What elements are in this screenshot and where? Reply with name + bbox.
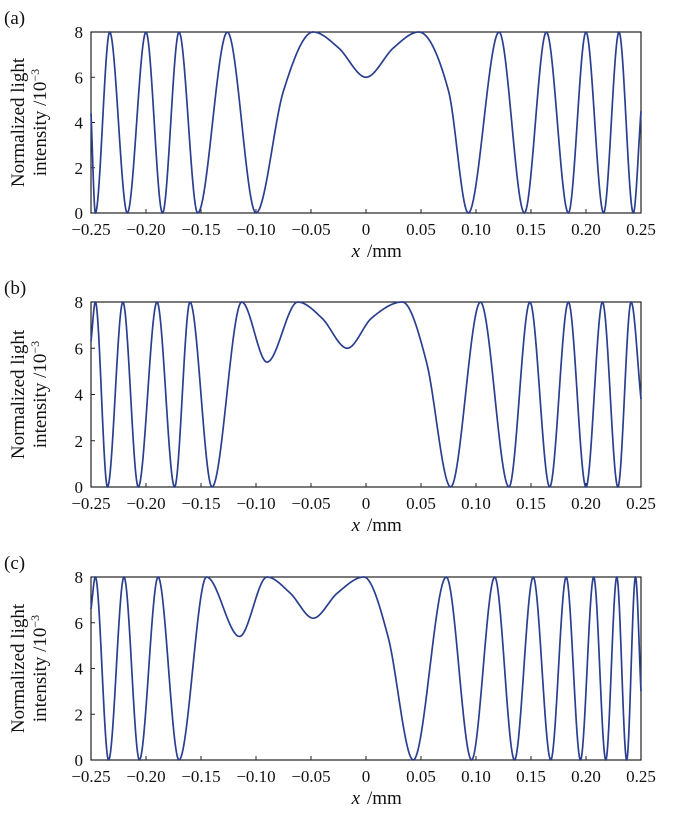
y-tick-label: 0	[75, 204, 84, 223]
x-tick-label: 0.15	[516, 494, 546, 513]
x-tick-label: −0.10	[236, 767, 275, 786]
y-tick-label: 6	[75, 339, 84, 358]
x-tick-label: −0.15	[181, 767, 220, 786]
y-tick-label: 6	[75, 614, 84, 633]
intensity-curve	[90, 301, 642, 488]
x-tick-label: −0.15	[181, 494, 220, 513]
x-tick-label: 0.15	[516, 220, 546, 239]
y-tick-label: 4	[75, 386, 84, 405]
y-tick-label: 6	[75, 68, 84, 87]
y-axis-title-line1: Normalized light	[8, 329, 29, 459]
x-tick-label: −0.10	[236, 494, 275, 513]
x-tick-label: 0.20	[571, 767, 601, 786]
x-tick-label: 0	[362, 494, 371, 513]
x-tick-label: −0.05	[291, 767, 330, 786]
y-tick-label: 4	[75, 114, 84, 133]
x-tick-label: 0.25	[626, 767, 656, 786]
y-tick-label: 0	[75, 478, 84, 497]
x-axis-unit: /mm	[367, 515, 402, 536]
x-tick-label: −0.05	[291, 220, 330, 239]
x-axis-unit: /mm	[367, 241, 402, 262]
y-axis-title-base: intensity /10	[30, 82, 51, 176]
intensity-curve	[90, 31, 642, 214]
y-tick-label: 2	[75, 705, 84, 724]
x-tick-label: 0.05	[406, 494, 436, 513]
intensity-curve	[90, 576, 642, 761]
y-tick-label: 2	[75, 159, 84, 178]
x-tick-label: −0.15	[181, 220, 220, 239]
y-axis-title-base: intensity /10	[30, 354, 51, 448]
y-axis-title-exponent: −3	[28, 615, 42, 628]
y-axis-title-line2: intensity /10−3	[28, 341, 51, 448]
y-axis-title-exponent: −3	[28, 341, 42, 354]
panel-b: (b) 0 2 4 6 8 −0.25 −0.20 −0.15 −0.10 −0.05 0 0.05 0.…	[4, 278, 656, 536]
y-tick-label: 8	[75, 568, 84, 587]
y-tick-label: 8	[75, 293, 84, 312]
y-axis-title-line1: Normalized light	[8, 603, 29, 733]
panel-label: (c)	[4, 553, 25, 574]
y-axis-title-line1: Normalized light	[8, 57, 29, 187]
y-tick-label: 8	[75, 23, 84, 42]
x-tick-label: 0.20	[571, 220, 601, 239]
panel-c: (c) 0 2 4 6 8 −0.25 −0.20 −0.15 −0.10 −0.05 0 0.05 0.…	[4, 553, 656, 809]
x-axis-unit: /mm	[367, 788, 402, 809]
x-tick-label: −0.25	[71, 767, 110, 786]
panel-label: (b)	[4, 278, 26, 299]
y-axis-title-exponent: −3	[28, 69, 42, 82]
x-tick-label: −0.20	[126, 767, 165, 786]
x-tick-label: −0.10	[236, 220, 275, 239]
x-tick-label: −0.25	[71, 220, 110, 239]
x-tick-label: 0	[362, 767, 371, 786]
x-tick-label: −0.20	[126, 494, 165, 513]
y-axis-title-base: intensity /10	[30, 628, 51, 722]
plot-frame	[90, 31, 642, 214]
x-tick-label: 0.05	[406, 767, 436, 786]
y-tick-label: 0	[75, 751, 84, 770]
x-tick-label: 0.10	[461, 494, 491, 513]
x-tick-label: −0.20	[126, 220, 165, 239]
panel-a: (a) 0 2 4 6 8 −0.25 −0.20 −0.15 −0.10 −0.05 0 0.05 0.…	[4, 8, 656, 262]
y-axis-title-line2: intensity /10−3	[28, 69, 51, 176]
x-tick-label: −0.25	[71, 494, 110, 513]
y-tick-label: 2	[75, 432, 84, 451]
x-tick-label: 0.25	[626, 494, 656, 513]
y-tick-label: 4	[75, 660, 84, 679]
x-tick-label: 0.10	[461, 767, 491, 786]
x-axis-variable: x	[351, 241, 361, 262]
x-tick-label: 0.15	[516, 767, 546, 786]
x-tick-label: −0.05	[291, 494, 330, 513]
x-tick-label: 0.10	[461, 220, 491, 239]
x-tick-label: 0.20	[571, 494, 601, 513]
x-axis-variable: x	[351, 788, 361, 809]
x-axis-variable: x	[351, 515, 361, 536]
x-tick-label: 0	[362, 220, 371, 239]
y-axis-title-line2: intensity /10−3	[28, 615, 51, 722]
panel-label: (a)	[4, 8, 25, 29]
x-tick-label: 0.05	[406, 220, 436, 239]
x-tick-label: 0.25	[626, 220, 656, 239]
